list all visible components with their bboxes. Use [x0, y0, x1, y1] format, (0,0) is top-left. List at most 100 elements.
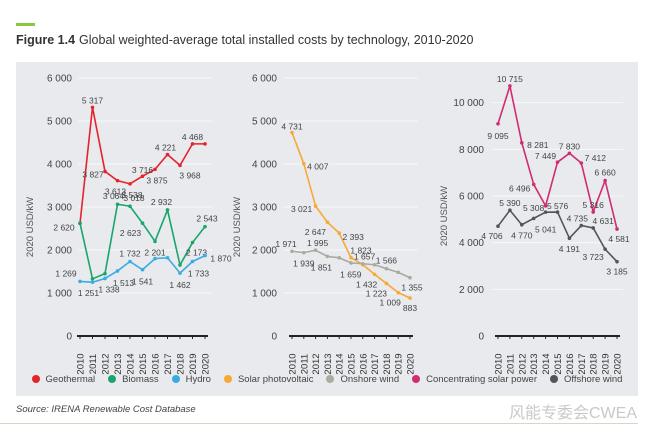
- data-point: [337, 255, 342, 260]
- data-point: [349, 261, 353, 265]
- legend-label: Solar photovoltaic: [237, 373, 314, 385]
- x-tick-label: 2012: [517, 353, 528, 374]
- y-axis-label: 2020 USD/kW: [232, 197, 243, 257]
- x-tick-label: 2014: [541, 353, 552, 374]
- data-label: 8 281: [527, 140, 549, 150]
- data-label: 2 173: [186, 248, 208, 258]
- legend-label: Biomass: [122, 373, 159, 385]
- x-tick-label: 2010: [494, 353, 505, 374]
- x-tick-label: 2010: [76, 353, 87, 374]
- legend-label: Geothermal: [45, 373, 96, 385]
- y-tick-label: 4 000: [47, 160, 72, 171]
- data-point: [178, 163, 182, 168]
- y-tick-label: 0: [271, 332, 277, 343]
- data-point: [372, 262, 377, 267]
- data-label: 5 316: [583, 200, 605, 210]
- data-point: [90, 280, 95, 285]
- y-axis-label: 2020 USD/kW: [25, 197, 36, 257]
- figure-title-text: Global weighted-average total installed …: [79, 33, 474, 47]
- x-tick-label: 2015: [347, 353, 358, 374]
- data-label: 2 393: [343, 232, 365, 242]
- data-point: [290, 249, 294, 254]
- data-point: [591, 210, 595, 214]
- data-point: [408, 296, 412, 300]
- data-label: 5 308: [523, 203, 545, 213]
- x-tick-label: 2016: [565, 353, 576, 374]
- data-point: [555, 210, 560, 214]
- source-note: Source: IRENA Renewable Cost Database: [16, 404, 196, 415]
- data-label: 3 827: [82, 169, 104, 179]
- data-label: 3 723: [582, 252, 604, 262]
- legend-marker-icon: [171, 375, 180, 383]
- data-label: 2 201: [144, 247, 166, 257]
- data-point: [408, 275, 412, 280]
- data-label: 2 647: [305, 227, 327, 237]
- legend-item: Concentrating solar power: [412, 374, 537, 385]
- y-tick-label: 2 000: [252, 246, 277, 257]
- data-label: 7 412: [585, 153, 607, 163]
- data-label: 3 018: [123, 193, 145, 203]
- watermark: 风能专委会CWEA: [508, 405, 637, 422]
- data-point: [140, 174, 145, 179]
- x-tick-label: 2013: [323, 353, 334, 374]
- data-label: 1 939: [293, 259, 315, 269]
- data-label: 3 875: [146, 175, 168, 185]
- data-point: [396, 290, 401, 295]
- legend-marker-icon: [412, 375, 421, 383]
- legend-item: Biomass: [108, 373, 159, 385]
- data-point: [153, 167, 157, 172]
- legend-marker-icon: [326, 375, 335, 383]
- data-point: [496, 224, 500, 228]
- data-label: 1 223: [366, 288, 388, 298]
- data-point: [384, 266, 389, 271]
- y-tick-label: 10 000: [453, 98, 484, 109]
- title-accent-bar: [16, 23, 35, 26]
- data-point: [128, 182, 132, 186]
- data-label: 4 631: [593, 216, 615, 226]
- legend-item: Geothermal: [31, 373, 96, 385]
- data-point: [203, 224, 207, 229]
- data-label: 3 021: [291, 204, 313, 214]
- data-point: [615, 259, 619, 264]
- data-point: [153, 256, 157, 261]
- data-point: [78, 279, 82, 284]
- data-point: [603, 178, 607, 183]
- data-point: [591, 226, 595, 230]
- data-label: 6 496: [509, 183, 531, 193]
- data-point: [508, 84, 512, 88]
- data-point: [115, 178, 120, 183]
- data-point: [103, 271, 107, 276]
- data-point: [190, 142, 195, 146]
- data-label: 1 462: [169, 280, 191, 290]
- data-label: 3 716: [132, 165, 154, 175]
- data-label: 1 732: [119, 249, 141, 259]
- y-tick-label: 8 000: [459, 145, 484, 156]
- data-point: [325, 254, 330, 259]
- data-label: 4 706: [481, 231, 503, 241]
- data-point: [153, 239, 157, 244]
- data-point: [128, 259, 132, 264]
- x-tick-label: 2019: [394, 353, 405, 374]
- x-tick-label: 2019: [188, 353, 199, 374]
- data-label: 4 221: [155, 142, 177, 152]
- x-tick-label: 2011: [505, 354, 516, 374]
- data-label: 1 432: [356, 279, 378, 289]
- x-tick-label: 2017: [163, 353, 174, 374]
- data-point: [313, 204, 318, 208]
- data-point: [325, 220, 330, 224]
- data-label: 7 449: [535, 151, 557, 161]
- data-label: 4 581: [608, 234, 630, 244]
- data-point: [567, 236, 572, 241]
- y-tick-label: 5 000: [252, 117, 277, 128]
- y-tick-label: 2 000: [459, 285, 484, 296]
- x-tick-label: 2010: [288, 353, 299, 374]
- x-tick-label: 2020: [201, 353, 212, 374]
- legend-item: Solar photovoltaic: [223, 373, 314, 385]
- x-tick-label: 2017: [577, 353, 588, 374]
- x-tick-label: 2016: [151, 353, 162, 374]
- data-point: [543, 210, 548, 214]
- data-point: [361, 261, 365, 266]
- data-point: [190, 240, 195, 245]
- legend-marker-icon: [31, 375, 40, 383]
- legend-label: Offshore wind: [564, 373, 623, 385]
